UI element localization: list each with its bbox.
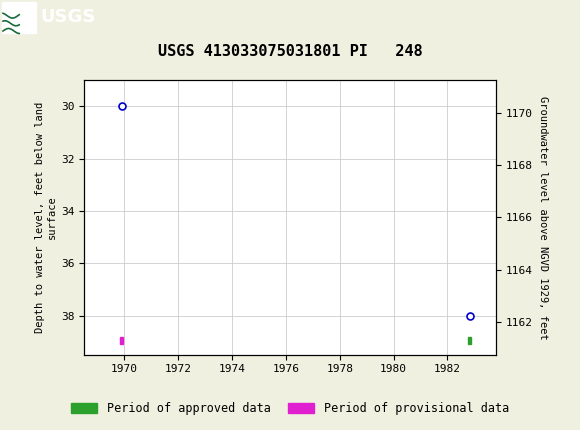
Text: USGS 413033075031801 PI   248: USGS 413033075031801 PI 248 xyxy=(158,43,422,58)
Bar xyxy=(2,2,36,33)
Y-axis label: Depth to water level, feet below land
surface: Depth to water level, feet below land su… xyxy=(35,102,57,333)
Text: USGS: USGS xyxy=(40,9,95,27)
Y-axis label: Groundwater level above NGVD 1929, feet: Groundwater level above NGVD 1929, feet xyxy=(538,95,548,339)
Bar xyxy=(119,337,123,344)
Bar xyxy=(468,337,472,344)
Legend: Period of approved data, Period of provisional data: Period of approved data, Period of provi… xyxy=(67,397,513,420)
